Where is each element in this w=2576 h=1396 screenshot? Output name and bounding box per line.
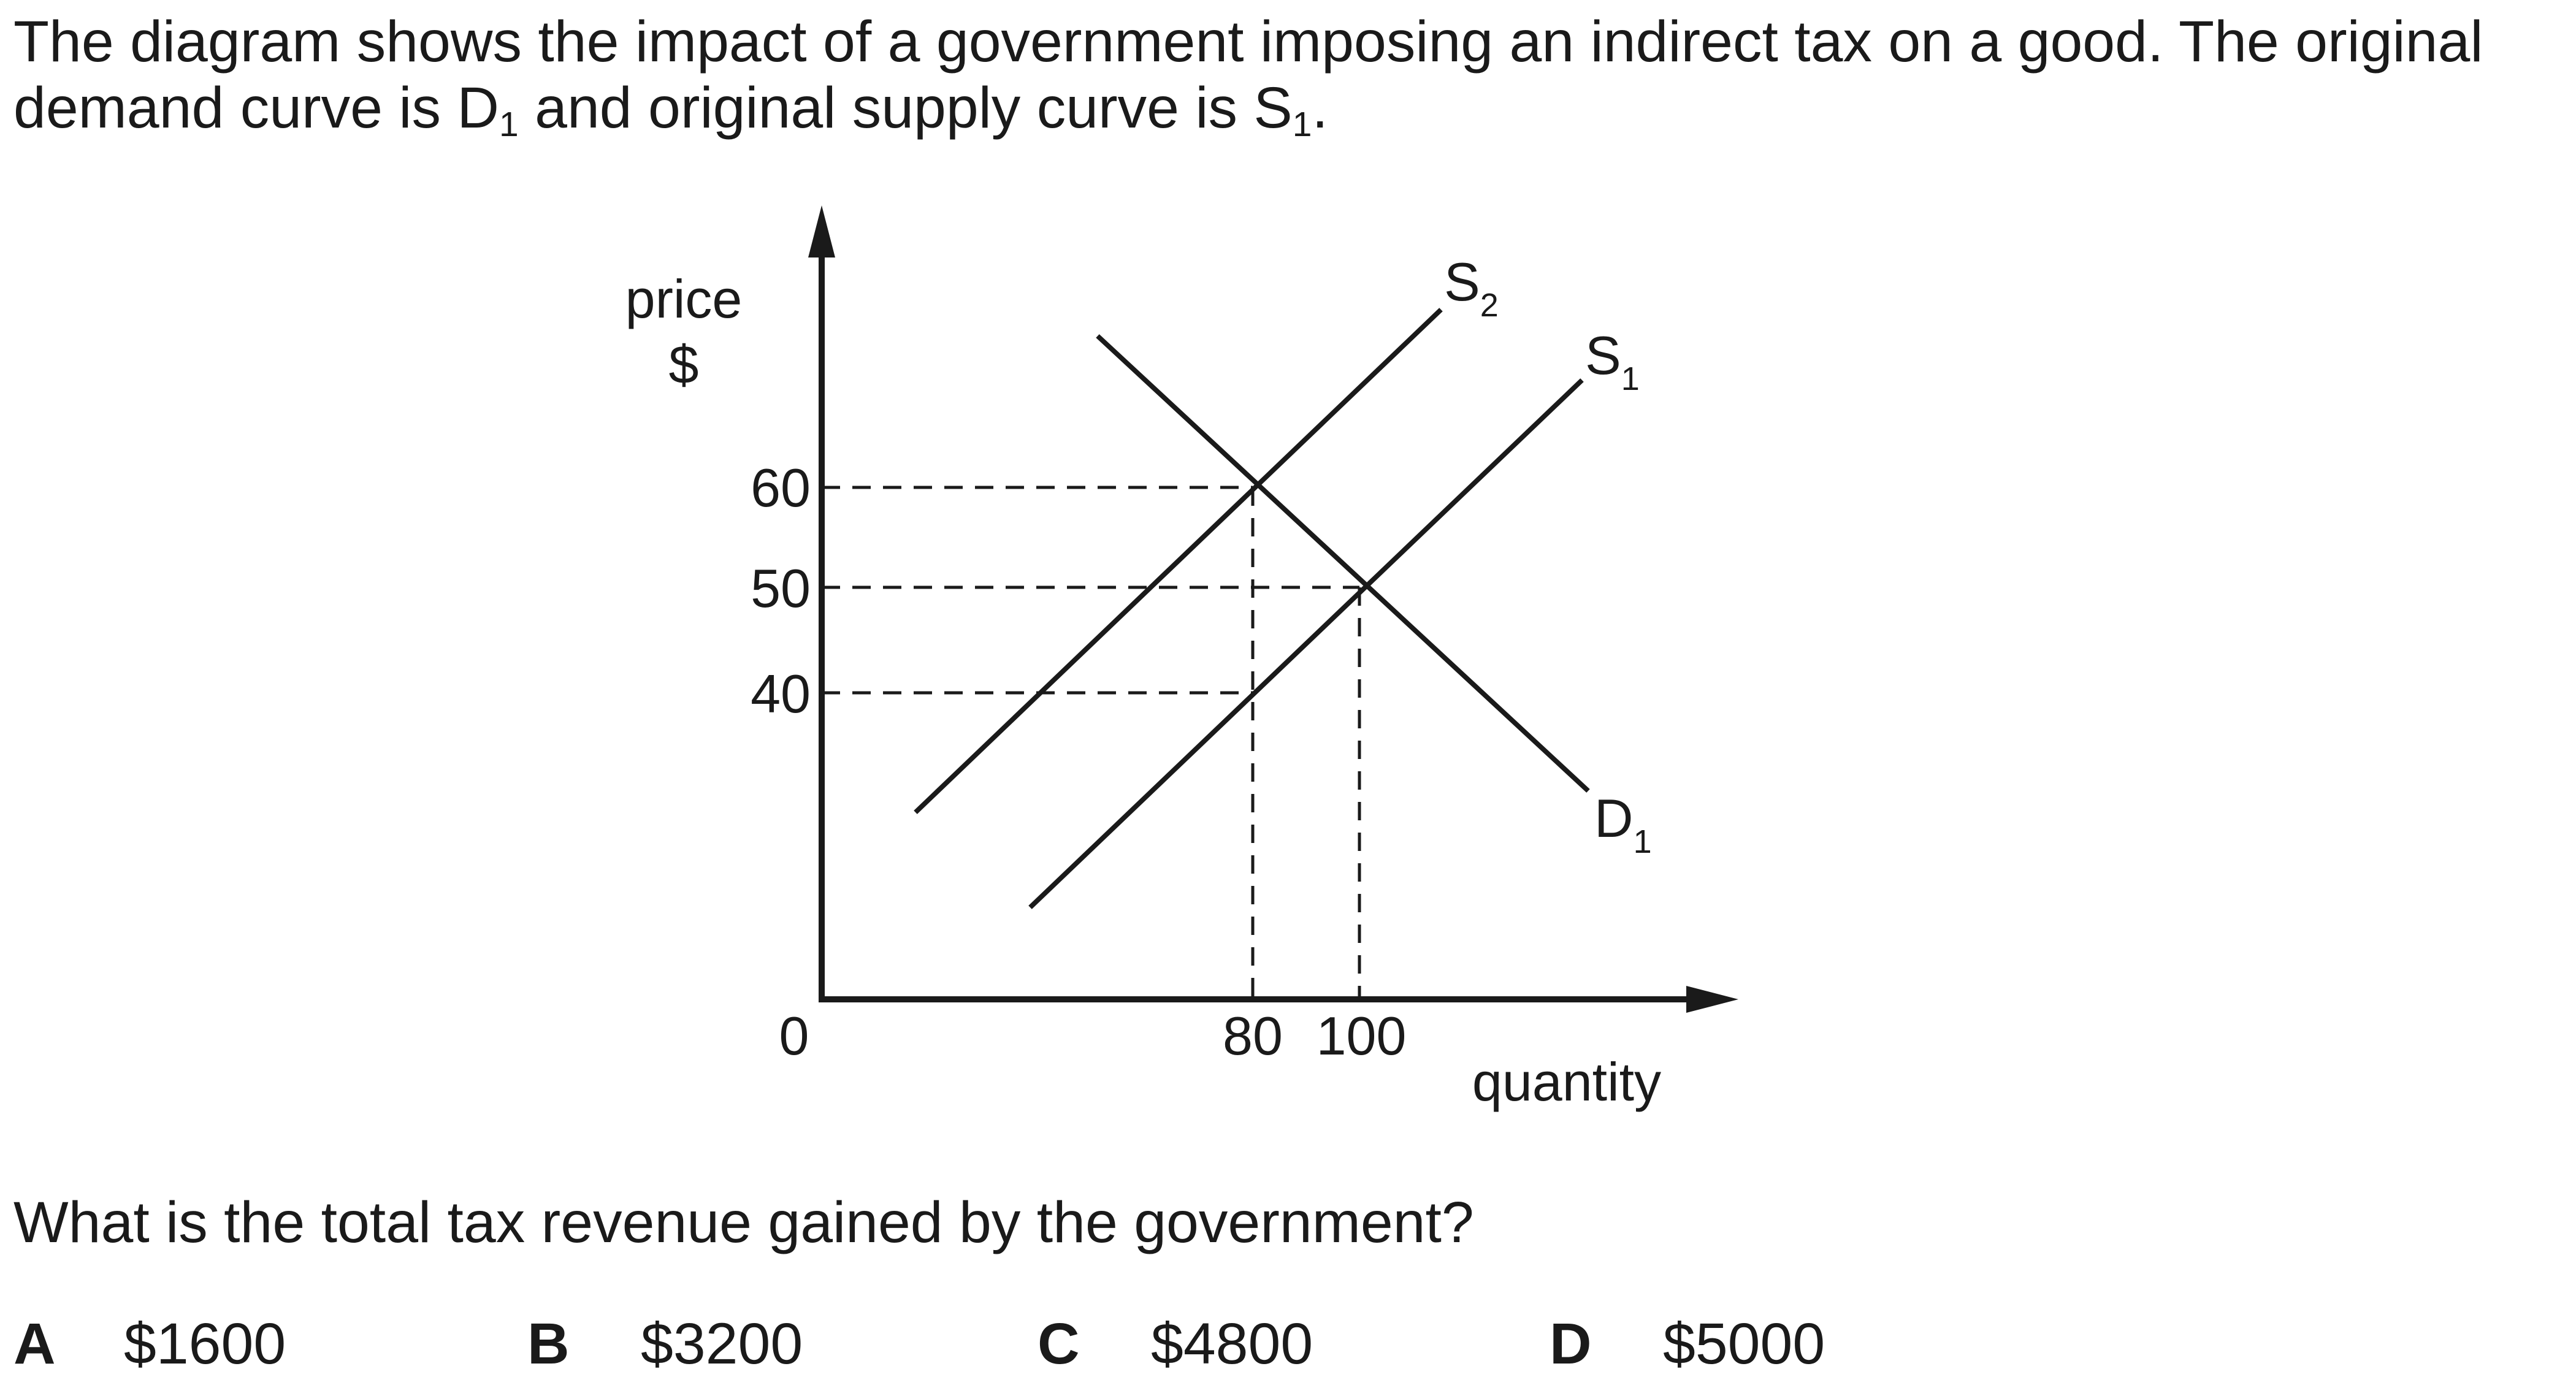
option-letter: C	[1038, 1311, 1080, 1376]
demand-curve-d1	[1096, 334, 1590, 793]
option-value: $4800	[1151, 1311, 1313, 1376]
option-letter: A	[13, 1311, 56, 1376]
intro-text: The diagram shows the impact of a govern…	[13, 9, 2483, 145]
curve-label-d1: D1	[1594, 788, 1652, 860]
supply-curve-s1	[1028, 378, 1584, 909]
option-b[interactable]: B $3200	[527, 1311, 803, 1378]
option-c[interactable]: C $4800	[1038, 1311, 1313, 1378]
y-axis-arrowhead	[808, 205, 835, 257]
origin-label: 0	[779, 1005, 809, 1066]
x-tick-80: 80	[1223, 1005, 1283, 1066]
option-value: $5000	[1663, 1311, 1825, 1376]
x-axis-arrowhead	[1686, 986, 1738, 1013]
option-d[interactable]: D $5000	[1550, 1311, 1825, 1378]
curve-label-s1: S1	[1585, 325, 1640, 397]
option-a[interactable]: A $1600	[13, 1311, 286, 1378]
x-tick-100: 100	[1317, 1005, 1407, 1066]
y-tick-40: 40	[751, 663, 811, 724]
y-tick-60: 60	[751, 457, 811, 518]
option-value: $3200	[641, 1311, 803, 1376]
curve-label-s2: S2	[1444, 251, 1499, 324]
y-tick-50: 50	[751, 558, 811, 619]
supply-curve-s2	[914, 308, 1443, 814]
y-axis-label-dollar: $	[669, 334, 699, 395]
x-axis-label-quantity: quantity	[1472, 1051, 1661, 1112]
question-text: What is the total tax revenue gained by …	[13, 1190, 1474, 1255]
y-axis-label-price: price	[625, 269, 743, 329]
option-letter: B	[527, 1311, 570, 1376]
option-letter: D	[1550, 1311, 1592, 1376]
option-value: $1600	[124, 1311, 286, 1376]
